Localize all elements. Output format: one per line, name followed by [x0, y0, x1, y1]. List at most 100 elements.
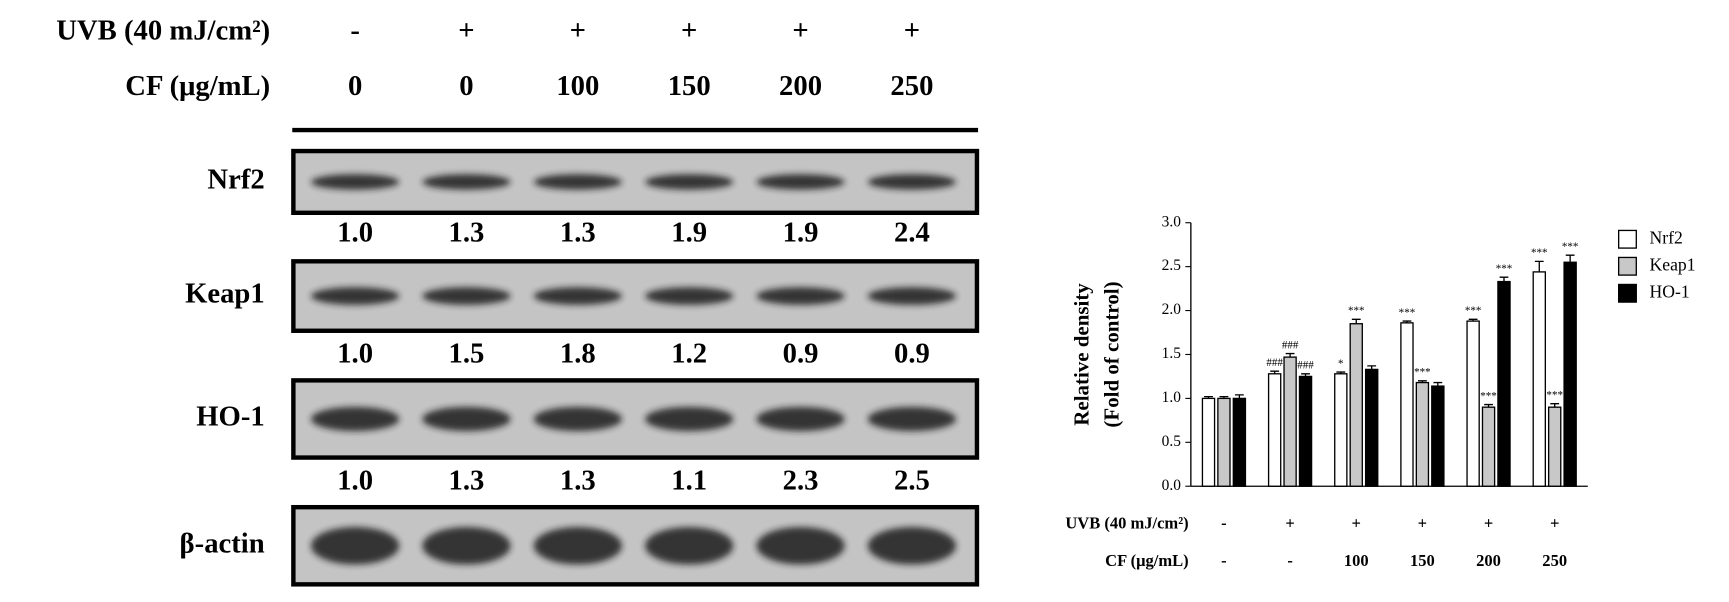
condition-label: UVB (40 mJ/cm²): [56, 15, 270, 47]
bar: [1547, 406, 1562, 487]
significance-label: ***: [1480, 390, 1497, 402]
error-bar: [1204, 395, 1213, 399]
legend-label: Nrf2: [1650, 227, 1683, 247]
blot-density: 1.0: [337, 216, 373, 248]
x-tick-label: 200: [1476, 551, 1501, 570]
blot-row-label: Keap1: [185, 278, 265, 310]
blot-density: 1.2: [671, 338, 707, 370]
blot-band: [645, 287, 734, 305]
blot-density: 1.3: [449, 465, 485, 497]
error-bar: [1499, 276, 1509, 282]
blot-density: 0.9: [894, 338, 930, 370]
blot-band: [756, 527, 845, 565]
blot-density: 0.9: [783, 338, 819, 370]
blot-band: [867, 174, 957, 190]
blot-band: [756, 174, 845, 190]
significance-label: ***: [1399, 307, 1416, 319]
significance-label: ***: [1348, 305, 1365, 317]
blot-density: 1.3: [560, 216, 596, 248]
x-tick-label: -: [1287, 551, 1293, 570]
bar: [1298, 375, 1313, 487]
blot-band: [867, 406, 957, 432]
bar: [1481, 406, 1496, 487]
y-tick-label: 1.0: [1162, 389, 1182, 406]
error-bar: [1484, 403, 1493, 408]
bar: [1431, 385, 1445, 487]
blot-band: [311, 174, 400, 190]
significance-label: *: [1338, 358, 1344, 370]
error-bar: [1336, 371, 1346, 374]
x-tick-label: +: [1550, 514, 1559, 533]
x-tick-label: +: [1285, 514, 1294, 533]
condition-value: 200: [779, 70, 822, 102]
y-tick-label: 2.0: [1162, 301, 1182, 318]
x-tick-label: 150: [1410, 551, 1435, 570]
condition-value: +: [681, 15, 697, 47]
error-bar: [1468, 318, 1478, 322]
legend-swatch: [1617, 256, 1637, 276]
blot-band: [311, 527, 400, 565]
condition-value: 100: [556, 70, 599, 102]
bar: [1415, 381, 1430, 487]
condition-value: +: [792, 15, 808, 47]
bar: [1364, 368, 1379, 487]
blot-density: 1.8: [560, 338, 596, 370]
blot-box: [291, 148, 980, 215]
significance-label: ###: [1282, 339, 1299, 351]
legend-swatch: [1617, 229, 1637, 249]
significance-label: ###: [1266, 357, 1283, 369]
error-bar: [1367, 365, 1377, 370]
condition-label: CF (μg/mL): [125, 70, 270, 102]
error-bar: [1301, 373, 1310, 377]
significance-label: ***: [1531, 247, 1548, 259]
y-axis-label: Relative density: [1070, 283, 1094, 426]
blot-band: [533, 527, 622, 565]
blot-row-label: Nrf2: [207, 164, 264, 196]
blot-density: 1.9: [671, 216, 707, 248]
error-bar: [1285, 352, 1295, 358]
x-tick-label: -: [1221, 514, 1227, 533]
y-tick-label: 3.0: [1162, 213, 1182, 230]
x-tick-label: +: [1418, 514, 1427, 533]
bar: [1232, 397, 1247, 487]
y-tick-label: 1.5: [1162, 345, 1182, 362]
error-bar: [1351, 318, 1361, 324]
blot-density: 2.5: [894, 465, 930, 497]
blot-band: [533, 287, 622, 305]
significance-label: ***: [1496, 263, 1513, 275]
y-tick-label: 0.0: [1162, 477, 1182, 494]
blot-box: [291, 378, 980, 460]
blot-density: 1.3: [449, 216, 485, 248]
error-bar: [1433, 381, 1443, 387]
bar: [1334, 373, 1348, 487]
blot-band: [756, 287, 845, 305]
x-tick-label: 250: [1542, 551, 1567, 570]
bar: [1466, 320, 1480, 487]
blot-row-label: HO-1: [196, 401, 264, 433]
bar: [1283, 356, 1297, 487]
blot-band: [533, 174, 622, 190]
bar: [1217, 397, 1231, 487]
blot-density: 1.5: [449, 338, 485, 370]
x-tick-label: 100: [1344, 551, 1369, 570]
error-bar: [1402, 320, 1412, 323]
y-axis-label: (Fold of control): [1099, 281, 1123, 427]
x-tick-label: +: [1484, 514, 1493, 533]
condition-value: 0: [459, 70, 473, 102]
blot-band: [422, 174, 511, 190]
bar: [1400, 322, 1414, 487]
blot-band: [422, 406, 511, 432]
condition-value: 0: [348, 70, 362, 102]
blot-density: 1.3: [560, 465, 596, 497]
blot-box: [291, 259, 980, 333]
blot-density: 1.0: [337, 338, 373, 370]
error-bar: [1550, 403, 1560, 408]
bar: [1497, 280, 1511, 487]
blot-band: [311, 287, 400, 305]
x-row-label: CF (μg/mL): [1105, 551, 1189, 570]
condition-value: 250: [890, 70, 933, 102]
blot-row-label: β-actin: [180, 527, 265, 559]
condition-value: -: [350, 15, 360, 47]
blot-density: 2.3: [783, 465, 819, 497]
